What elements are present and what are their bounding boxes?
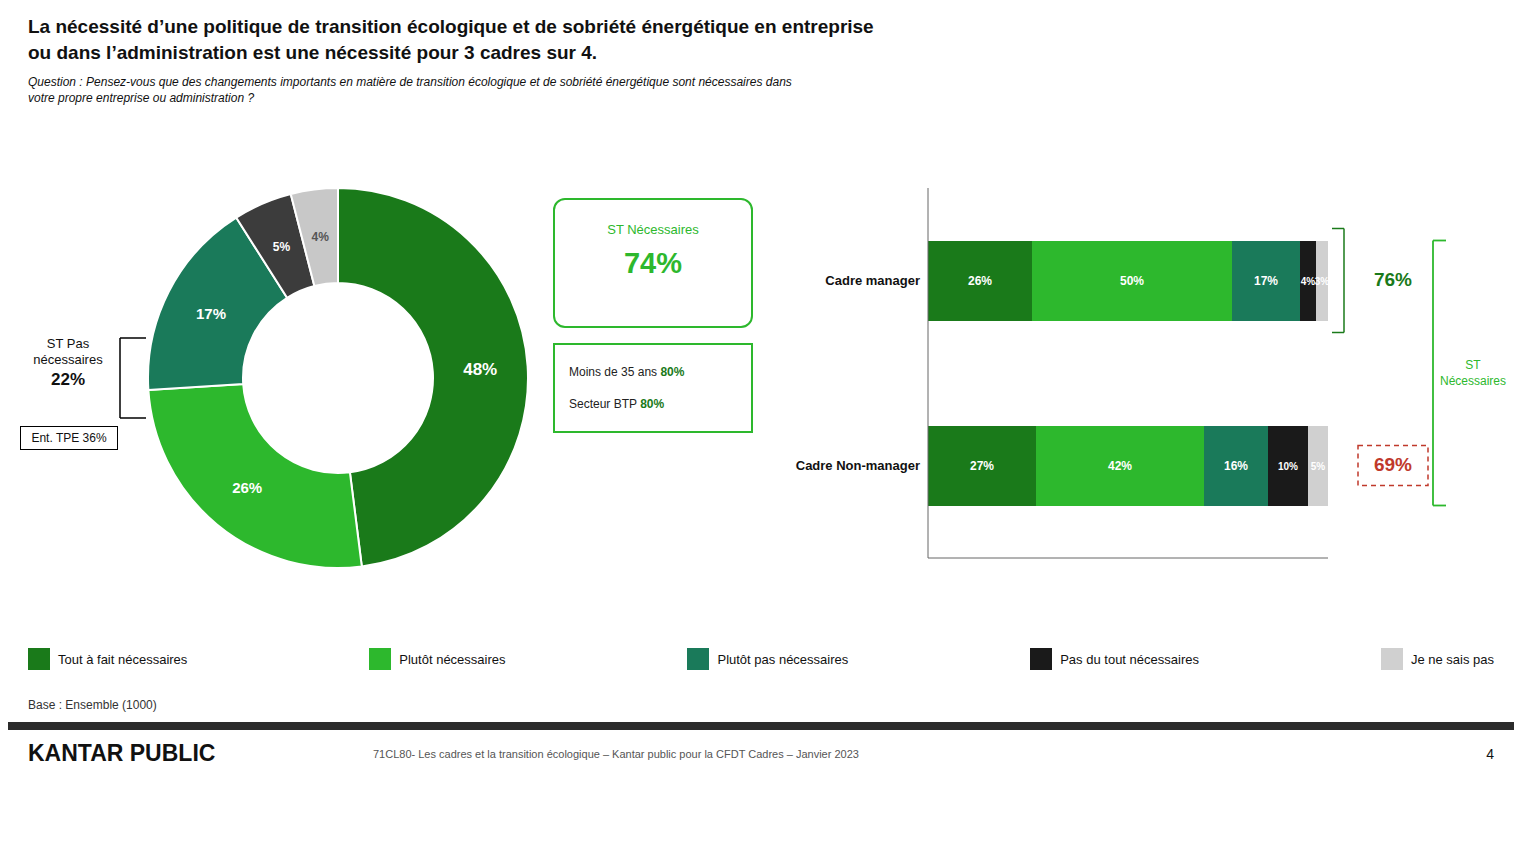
html-text:76%: 76%	[1374, 268, 1412, 290]
svg-text:27%: 27%	[970, 459, 994, 473]
svg-text:10%: 10%	[1278, 461, 1298, 472]
svg-text:3%: 3%	[1315, 276, 1330, 287]
html-text:Plutôt nécessaires: Plutôt nécessaires	[399, 651, 506, 667]
html-text:Tout à fait nécessaires: Tout à fait nécessaires	[58, 651, 188, 667]
svg-text:50%: 50%	[1120, 274, 1144, 288]
html-text:22%: 22%	[51, 370, 85, 389]
svg-text:26%: 26%	[968, 274, 992, 288]
svg-text:Cadre manager: Cadre manager	[825, 273, 920, 288]
html-text:Plutôt pas nécessaires: Plutôt pas nécessaires	[717, 651, 849, 667]
html-text:4: 4	[1486, 746, 1494, 762]
html-text:Base : Ensemble (1000): Base : Ensemble (1000)	[28, 698, 157, 712]
svg-text:4%: 4%	[1301, 276, 1316, 287]
html-text:74%: 74%	[624, 247, 682, 279]
svg-text:Cadre Non-manager: Cadre Non-manager	[796, 458, 920, 473]
svg-text:5%: 5%	[273, 240, 291, 254]
html-text:ST Nécessaires: ST Nécessaires	[607, 222, 699, 237]
svg-text:26%: 26%	[232, 479, 262, 496]
html-text:ou dans l’administration est u: ou dans l’administration est une nécessi…	[28, 42, 598, 63]
html-text:ST Pas nécessaires: ST Pas nécessaires	[33, 336, 103, 367]
html-text:KANTAR PUBLIC: KANTAR PUBLIC	[28, 740, 216, 766]
svg-text:17%: 17%	[196, 305, 226, 322]
html-text:Ent. TPE 36%: Ent. TPE 36%	[31, 431, 107, 445]
html-text:Moins de 35 ans 80%: Moins de 35 ans 80%	[569, 365, 685, 379]
svg-text:42%: 42%	[1108, 459, 1132, 473]
html-text:Secteur BTP 80%: Secteur BTP 80%	[569, 397, 665, 411]
html-text:Pas du tout nécessaires: Pas du tout nécessaires	[1060, 651, 1199, 667]
svg-text:16%: 16%	[1224, 459, 1248, 473]
html-text:Je ne sais pas: Je ne sais pas	[1410, 651, 1494, 667]
svg-text:48%: 48%	[463, 360, 497, 379]
svg-text:4%: 4%	[311, 230, 329, 244]
html-text:La nécessité d’une politique d: La nécessité d’une politique de transiti…	[28, 16, 874, 37]
html-text:71CL80- Les cadres et la trans: 71CL80- Les cadres et la transition écol…	[373, 748, 859, 760]
svg-text:5%: 5%	[1311, 461, 1326, 472]
svg-text:17%: 17%	[1254, 274, 1278, 288]
html-text:69%: 69%	[1374, 453, 1412, 475]
html-text:ST Nécessaires: ST Nécessaires	[1440, 358, 1506, 388]
html-text:Question : Pensez-vous que des: Question : Pensez-vous que des changemen…	[28, 75, 792, 105]
